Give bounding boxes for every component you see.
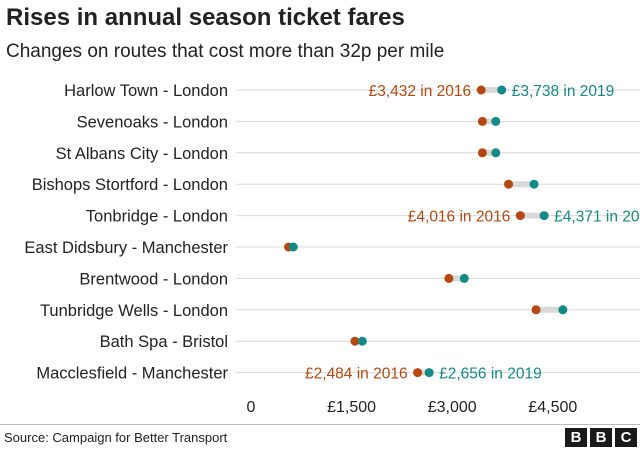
bbc-logo-letter: B — [590, 428, 612, 447]
point-2019 — [491, 116, 501, 126]
point-2016 — [531, 305, 541, 315]
point-2016 — [515, 211, 525, 221]
point-2019 — [558, 305, 568, 315]
footer-divider — [0, 424, 640, 425]
category-label: Tunbridge Wells - London — [40, 302, 228, 320]
annotation-label: £2,484 in 2016 — [305, 366, 408, 383]
category-label: Sevenoaks - London — [77, 113, 228, 131]
point-2016 — [350, 336, 360, 346]
bbc-logo-letter: C — [615, 428, 637, 447]
point-2019 — [529, 179, 539, 189]
x-tick-label: £3,000 — [428, 399, 477, 416]
category-label: Tonbridge - London — [86, 208, 228, 226]
x-tick-label: £1,500 — [327, 399, 376, 416]
point-2019 — [539, 211, 549, 221]
point-2016 — [504, 179, 514, 189]
point-2019 — [459, 273, 469, 283]
point-2016 — [476, 85, 486, 95]
dumbbell-chart: Harlow Town - London Sevenoaks - London St… — [24, 82, 640, 416]
point-2019 — [424, 368, 434, 378]
point-2016 — [444, 273, 454, 283]
point-2019 — [497, 85, 507, 95]
x-tick-label: £4,500 — [528, 399, 577, 416]
annotation-label: £4,371 in 2019 — [554, 209, 640, 226]
category-label: East Didsbury - Manchester — [24, 239, 228, 257]
annotation-label: £2,656 in 2019 — [439, 366, 542, 383]
point-2019 — [357, 336, 367, 346]
category-label: Harlow Town - London — [64, 82, 228, 100]
bbc-logo: B B C — [565, 428, 637, 447]
point-2016 — [413, 368, 423, 378]
annotation-label: £4,016 in 2016 — [408, 209, 511, 226]
point-2019 — [288, 242, 298, 252]
chart-subtitle: Changes on routes that cost more than 32… — [6, 41, 445, 62]
category-label: Bath Spa - Bristol — [100, 333, 228, 351]
point-2016 — [477, 116, 487, 126]
annotation-label: £3,432 in 2016 — [369, 83, 472, 100]
source-note: Source: Campaign for Better Transport — [4, 430, 228, 445]
chart-title: Rises in annual season ticket fares — [6, 4, 405, 31]
annotation-label: £3,738 in 2019 — [512, 83, 615, 100]
category-label: St Albans City - London — [56, 145, 228, 163]
point-2019 — [491, 148, 501, 158]
x-tick-label: 0 — [247, 399, 256, 416]
bbc-logo-letter: B — [565, 428, 587, 447]
category-label: Bishops Stortford - London — [32, 176, 228, 194]
point-2016 — [477, 148, 487, 158]
category-label: Macclesfield - Manchester — [36, 365, 228, 383]
category-label: Brentwood - London — [79, 270, 228, 288]
